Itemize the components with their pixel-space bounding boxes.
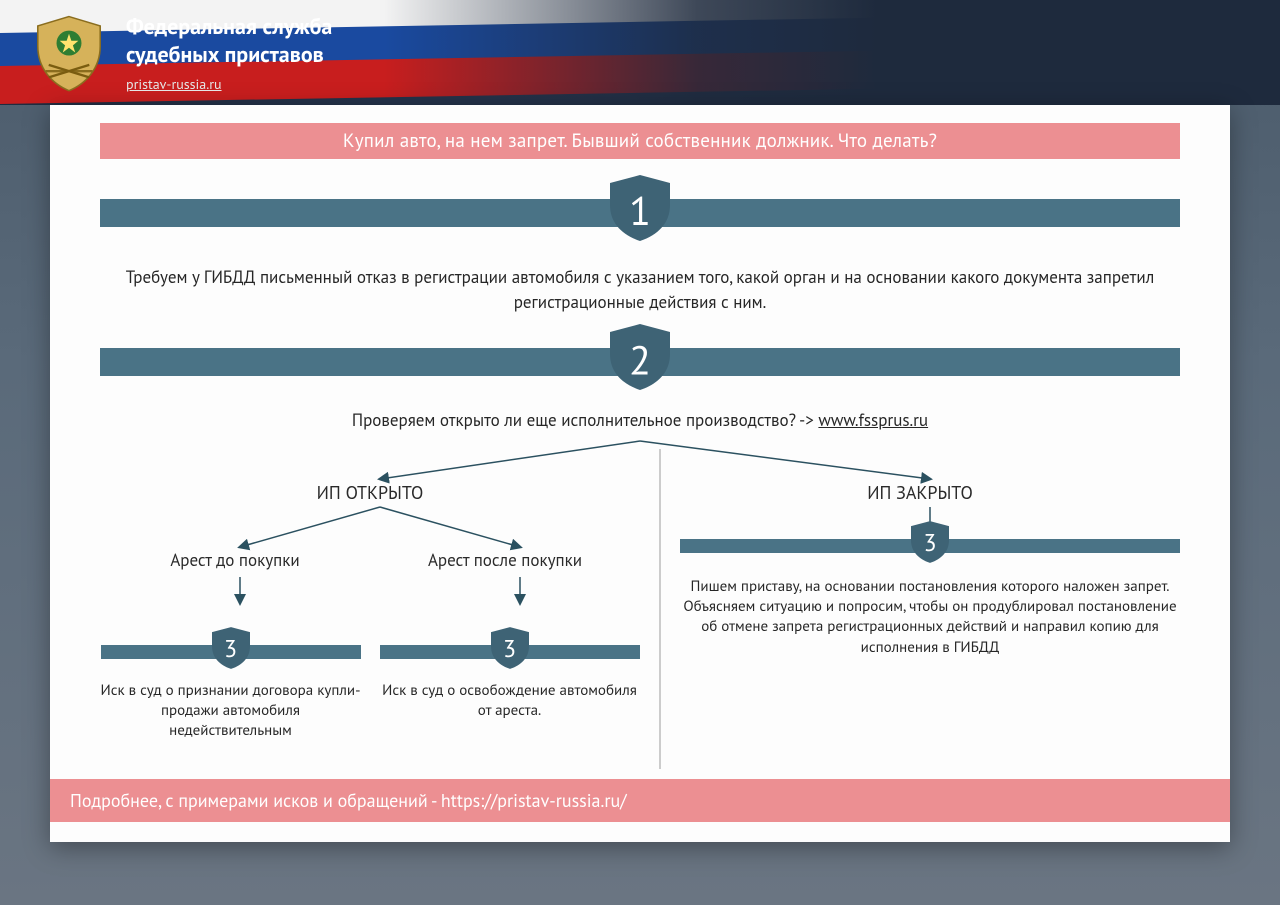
fssp-emblem-icon [30, 15, 108, 93]
result-before: Иск в суд о признании договора купли-про… [101, 681, 361, 742]
step3-before: 3 [101, 645, 361, 659]
step-1: 1 Требуем у ГИБДД письменный отказ в рег… [100, 199, 1180, 314]
sub-after-label: Арест после покупки [370, 549, 640, 571]
step3-after: 3 [380, 645, 640, 659]
infographic-card: Купил авто, на нем запрет. Бывший собств… [50, 105, 1230, 842]
step-number: 3 [224, 633, 237, 664]
step-number: 3 [503, 633, 516, 664]
flow-title: Купил авто, на нем запрет. Бывший собств… [100, 123, 1180, 159]
step-number: 3 [923, 527, 936, 558]
footer-bar: Подробнее, с примерами исков и обращений… [50, 779, 1230, 822]
step-2: 2 Проверяем открыто ли еще исполнительно… [100, 348, 1180, 433]
header-title: Федеральная служба судебных приставов [126, 14, 332, 69]
sub-before: Арест до покупки [100, 549, 370, 577]
step-number: 1 [629, 185, 651, 237]
sub-after: Арест после покупки [370, 549, 640, 577]
step-number: 2 [629, 334, 651, 386]
page-header: Федеральная служба судебных приставов pr… [0, 0, 1280, 105]
step-1-text: Требуем у ГИБДД письменный отказ в регис… [100, 265, 1180, 314]
step-2-text: Проверяем открыто ли еще исполнительное … [100, 408, 1180, 433]
branch-open-label: ИП ОТКРЫТО [100, 481, 640, 504]
step3-closed: 3 [680, 539, 1180, 553]
result-closed: Пишем приставу, на основании постановлен… [680, 577, 1180, 658]
header-domain-link[interactable]: pristav-russia.ru [126, 75, 222, 93]
branches-container: ИП ОТКРЫТО ИП ЗАКРЫТО Арест до покупки А… [100, 439, 1180, 779]
fssprus-link[interactable]: www.fssprus.ru [818, 409, 928, 431]
sub-before-label: Арест до покупки [100, 549, 370, 571]
branch-closed-label: ИП ЗАКРЫТО [660, 481, 1180, 504]
result-after: Иск в суд о освобождение автомобиля от а… [380, 681, 640, 722]
